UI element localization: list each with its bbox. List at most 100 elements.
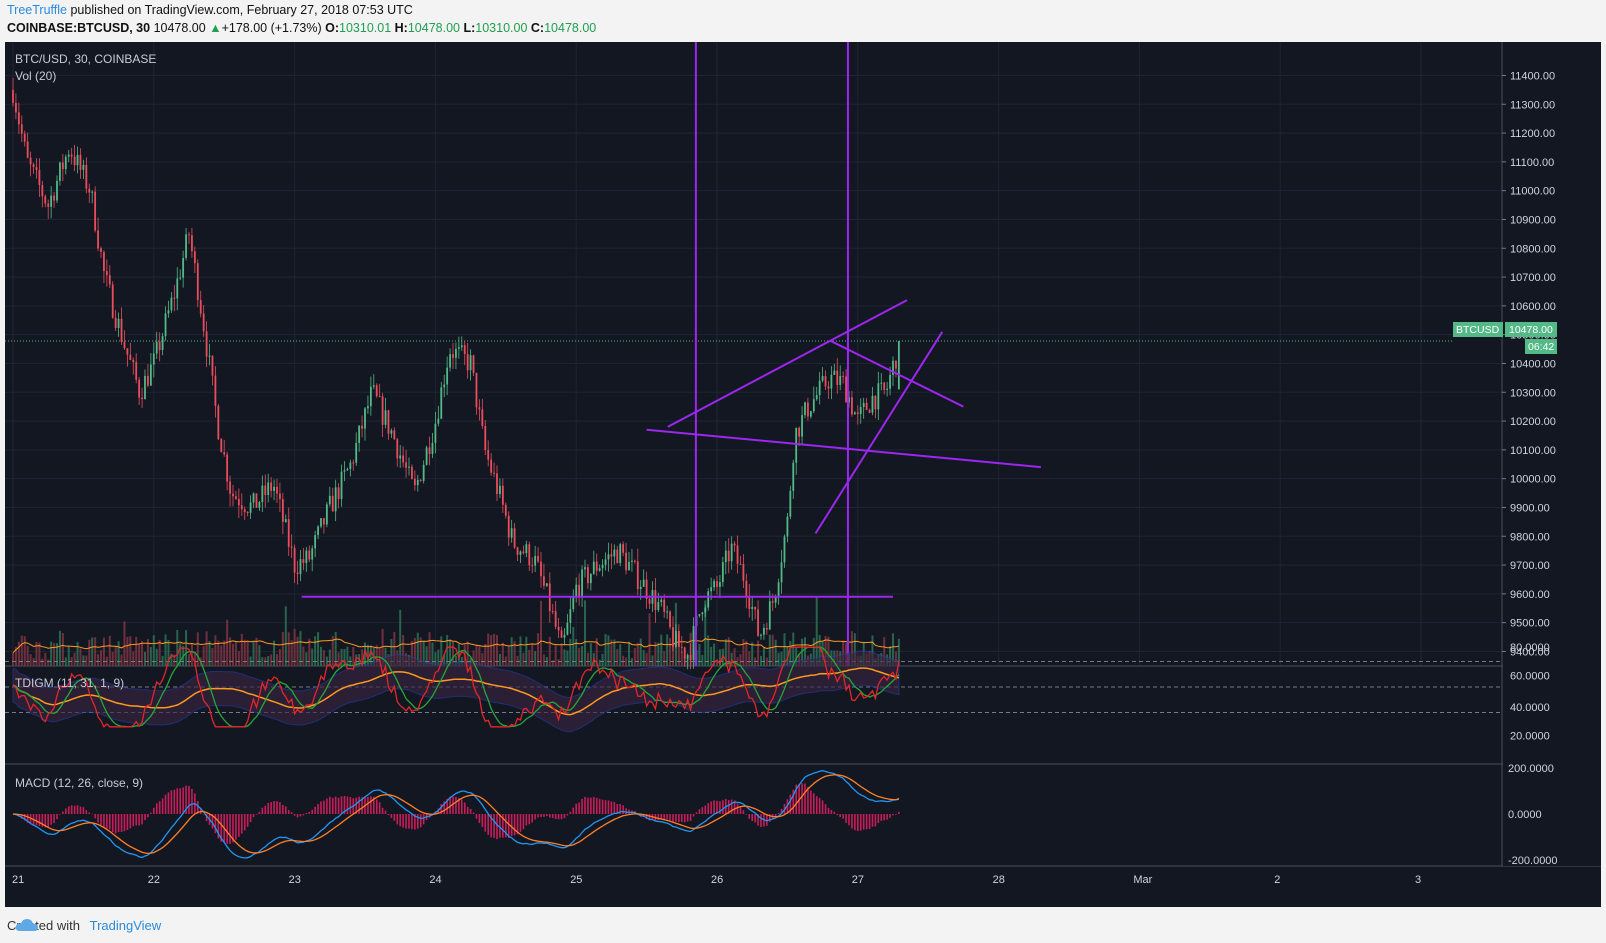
candle-body: [44, 196, 47, 204]
close-value: 10478.00: [544, 21, 597, 35]
volume-bar: [853, 633, 856, 666]
macd-histogram-bar: [739, 806, 742, 814]
macd-histogram-bar: [358, 796, 360, 814]
candle-body: [185, 234, 187, 258]
candle-body: [214, 375, 217, 406]
candle-body: [648, 599, 651, 604]
trend-drawings[interactable]: [301, 42, 1041, 666]
volume-bar: [484, 644, 487, 666]
volume-bar: [38, 642, 41, 666]
volume-bar: [604, 634, 607, 666]
tdi-signal-line: [12, 646, 900, 728]
volume-bar: [161, 655, 164, 666]
candle-body: [50, 195, 53, 207]
candle-body: [531, 565, 534, 567]
macd-histogram-bar: [859, 814, 862, 831]
volume-pane-title: Vol (20): [15, 69, 56, 83]
candle-body: [540, 561, 542, 577]
macd-histogram-bar: [276, 801, 278, 814]
macd-histogram-bar: [540, 814, 542, 817]
macd-histogram-bar: [707, 803, 709, 814]
volume-bar: [663, 651, 666, 666]
macd-histogram-bar: [220, 814, 223, 842]
macd-histogram-bar: [144, 814, 146, 821]
volume-bar: [123, 621, 126, 666]
volume-bar: [557, 659, 560, 666]
volume-bar: [146, 638, 149, 666]
macd-tick-label: -200.0000: [1508, 855, 1558, 867]
candle-body: [317, 526, 319, 536]
macd-histogram-bar: [378, 802, 381, 814]
volume-bar: [76, 642, 79, 666]
volume-bar: [35, 641, 38, 666]
volume-bar: [572, 626, 575, 666]
volume-bar: [666, 634, 669, 666]
price-tick-label: 9400.00: [1510, 646, 1550, 658]
macd-histogram-bar: [792, 789, 795, 814]
volume-bar: [47, 659, 50, 666]
price-axis[interactable]: 11400.00 11300.00 11200.00 11100.00 11000.00…: [1502, 42, 1601, 867]
chart-area[interactable]: 11400.00 11300.00 11200.00 11100.00 11000.00…: [5, 42, 1601, 907]
volume-bar: [542, 654, 545, 666]
candle-body: [132, 359, 135, 363]
volume-bar: [120, 654, 123, 666]
candle-body: [815, 395, 818, 400]
macd-histogram-bar: [446, 798, 448, 814]
chart-canvas[interactable]: 11400.00 11300.00 11200.00 11100.00 11000.00…: [5, 42, 1601, 907]
volume-bar: [449, 639, 452, 666]
macd-histogram-bar: [851, 814, 853, 829]
volume-bar: [883, 637, 886, 666]
volume-bar: [672, 645, 674, 666]
tdi-base-line: [12, 667, 899, 716]
macd-histogram-bar: [604, 800, 607, 814]
macd-histogram-bar: [135, 814, 137, 826]
macd-histogram-bar: [581, 798, 583, 814]
candle-body: [874, 395, 877, 410]
candle-body: [836, 370, 839, 386]
candle-body: [97, 230, 99, 249]
macd-pane-title: MACD (12, 26, close, 9): [15, 776, 143, 790]
macd-histogram-bar: [279, 802, 281, 814]
candle-body: [205, 331, 208, 357]
volume-bar: [446, 635, 449, 666]
macd-histogram-bar: [106, 814, 108, 829]
macd-histogram-bar: [821, 800, 824, 814]
volume-bar: [220, 645, 223, 666]
macd-histogram-bar: [62, 811, 64, 814]
candle-body: [20, 124, 23, 134]
macd-histogram-bar: [29, 814, 32, 825]
candle-body: [281, 499, 284, 522]
candle-body: [645, 579, 648, 600]
candle-body: [883, 382, 886, 390]
macd-histogram-bar: [285, 806, 287, 814]
candle-body: [457, 347, 460, 349]
volume-bar: [149, 646, 152, 666]
macd-histogram-bar: [713, 800, 715, 814]
macd-histogram-bar: [387, 814, 390, 816]
volume-bar: [452, 641, 454, 666]
macd-histogram-bar: [510, 814, 513, 837]
price-tick-label: 10000.00: [1510, 474, 1556, 486]
candle-body: [604, 559, 607, 565]
ohlc-legend: COINBASE:BTCUSD, 30 10478.00 ▲+178.00 (+…: [7, 21, 596, 35]
candle-body: [490, 459, 493, 473]
candle-body: [771, 601, 774, 603]
volume-bar: [757, 640, 760, 666]
macd-histogram-bar: [422, 814, 425, 825]
time-axis[interactable]: 21 22 23 24 25 26 27 28 Mar 2 3: [12, 874, 1421, 886]
macd-histogram-bar: [862, 814, 865, 830]
tradingview-link[interactable]: TradingView: [89, 918, 162, 933]
volume-bar: [270, 654, 273, 666]
macd-histogram-bar: [314, 806, 316, 814]
candle-body: [487, 450, 490, 460]
candle-body: [563, 634, 566, 638]
macd-histogram-bar: [557, 814, 560, 820]
author-link[interactable]: TreeTruffle: [7, 3, 67, 17]
price-tick-label: 11400.00: [1510, 70, 1555, 82]
tdi-tick-label: 20.0000: [1510, 730, 1550, 742]
candle-body: [610, 554, 613, 557]
candle-body: [589, 573, 592, 584]
volume-bar: [425, 646, 428, 666]
candle-body: [692, 625, 695, 660]
candle-body: [572, 596, 575, 610]
